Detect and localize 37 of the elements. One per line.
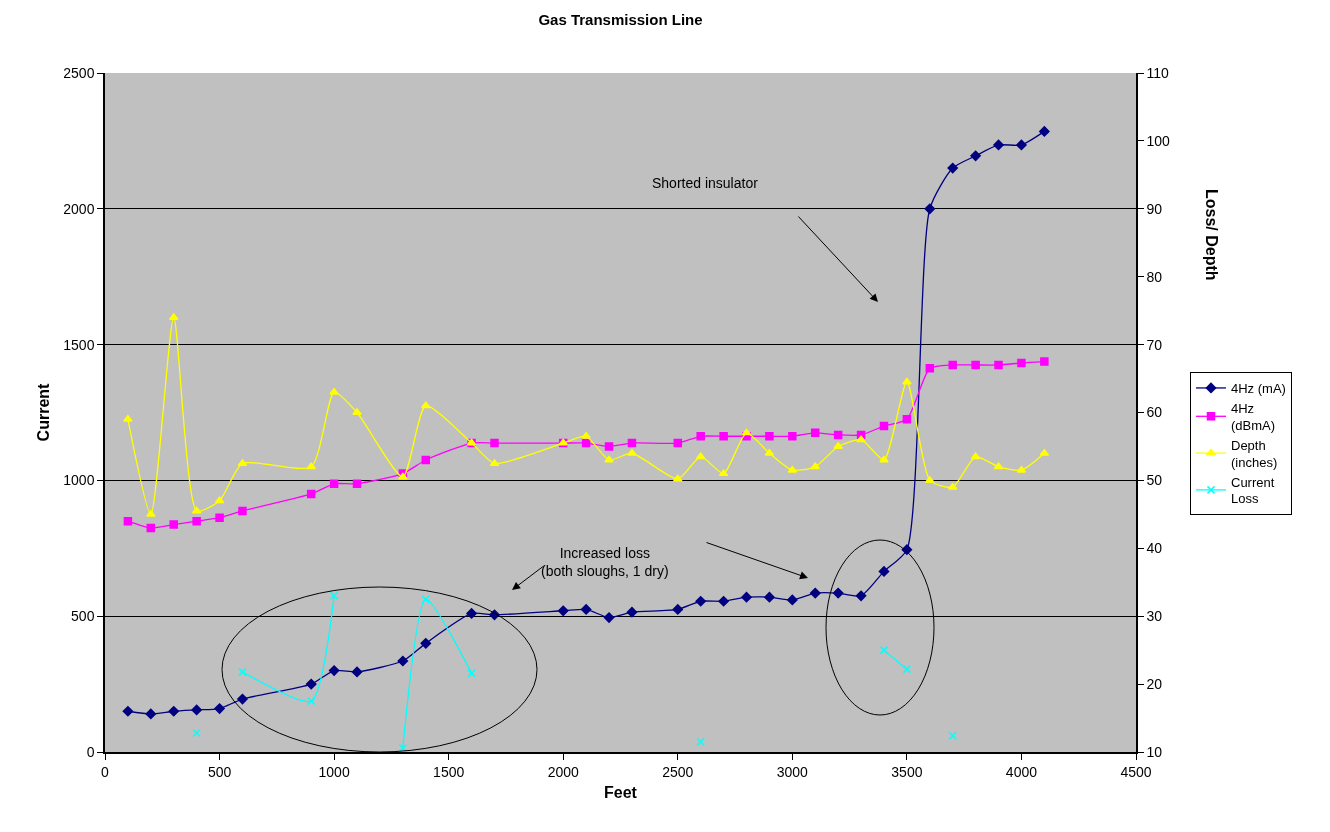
y2-tick-label: 60 (1146, 404, 1163, 421)
y2-tick-label: 100 (1146, 132, 1171, 149)
y-axis-title: Current (34, 382, 52, 442)
x-tick-label: 1500 (433, 763, 465, 780)
legend-label: 4Hz (dBmA) (1231, 400, 1276, 433)
y2-axis-title: Loss/ Depth (1203, 189, 1220, 281)
y2-tick-label: 90 (1146, 200, 1163, 217)
y-tick-label: 2500 (63, 64, 95, 81)
y-tick-label: 500 (71, 608, 95, 625)
chart-title: Gas Transmission Line (538, 11, 703, 29)
x-tick-label: 4000 (1005, 763, 1038, 780)
x-axis-title: Feet (604, 783, 638, 801)
y2-tick-label: 10 (1146, 743, 1163, 760)
y2-tick-label: 70 (1146, 336, 1163, 353)
y-tick-label: 0 (86, 743, 95, 760)
y2-tick-label: 40 (1146, 540, 1163, 557)
y-tick-label: 2000 (63, 200, 95, 217)
x-tick-label: 3000 (776, 763, 809, 780)
x-tick-label: 2000 (547, 763, 579, 780)
y2-tick-label: 30 (1146, 608, 1163, 625)
y-tick-label: 1000 (63, 472, 95, 489)
legend-label: Depth (inches) (1231, 437, 1278, 470)
x-tick-label: 1000 (318, 763, 350, 780)
x-tick-label: 3500 (891, 763, 923, 780)
y2-tick-label: 50 (1146, 472, 1163, 489)
x-tick-label: 2500 (662, 763, 694, 780)
legend-label: Current Loss (1231, 474, 1275, 507)
x-tick-label: 500 (207, 763, 232, 780)
y2-tick-label: 80 (1146, 268, 1163, 285)
legend-label: 4Hz (mA) (1231, 381, 1286, 397)
y-tick-label: 1500 (63, 336, 95, 353)
x-tick-label: 0 (101, 763, 110, 780)
y2-tick-label: 20 (1146, 676, 1163, 692)
annotation: Increased loss (both sloughs, 1 dry) (541, 545, 669, 580)
annotation: Shorted insulator (652, 175, 759, 191)
y2-tick-label: 110 (1146, 64, 1170, 81)
x-tick-label: 4500 (1120, 763, 1152, 780)
